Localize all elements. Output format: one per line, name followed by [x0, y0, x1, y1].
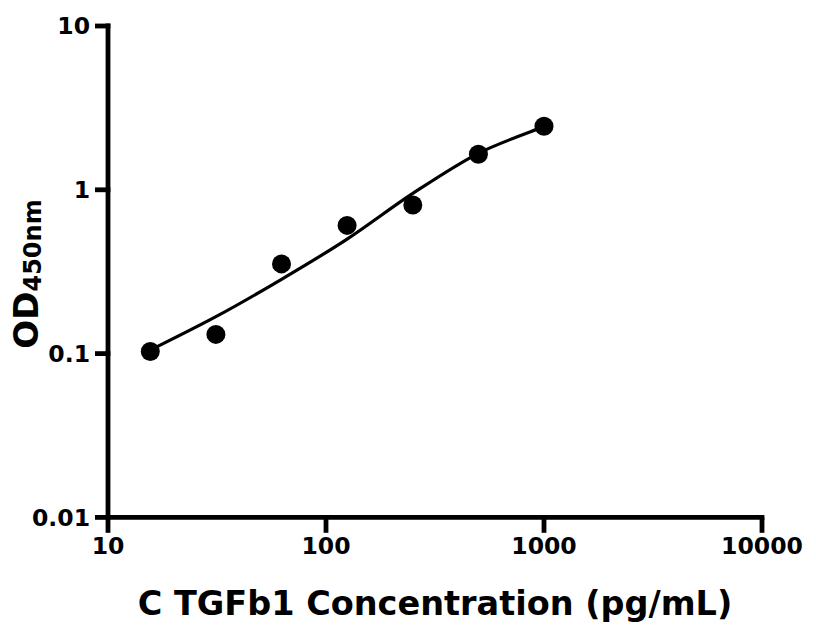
y-axis-title-main: OD — [6, 292, 46, 349]
x-tick-label: 1000 — [511, 532, 576, 560]
data-point — [141, 342, 160, 361]
x-axis-title: C TGFb1 Concentration (pg/mL) — [138, 584, 733, 623]
data-point — [338, 216, 357, 235]
y-tick-label: 10 — [57, 12, 90, 40]
axes — [106, 24, 765, 518]
x-tick-label: 10 — [92, 532, 125, 560]
x-tick-label: 100 — [301, 532, 350, 560]
data-point — [206, 325, 225, 344]
y-tick-label: 0.1 — [48, 340, 90, 368]
tick-labels: 1010.10.0110100100010000 — [32, 12, 803, 560]
data-point — [272, 254, 291, 273]
plot-area — [141, 117, 554, 361]
y-tick-label: 0.01 — [32, 504, 90, 532]
ticks — [95, 26, 762, 533]
chart-canvas: 1010.10.0110100100010000 C TGFb1 Concent… — [0, 0, 816, 640]
x-tick-label: 10000 — [721, 532, 803, 560]
y-axis-title: OD450nm — [6, 199, 47, 348]
data-point — [535, 117, 554, 136]
y-tick-label: 1 — [74, 176, 90, 204]
elisa-standard-curve-figure: 1010.10.0110100100010000 C TGFb1 Concent… — [0, 0, 816, 640]
data-point — [403, 196, 422, 215]
data-point — [469, 145, 488, 164]
y-axis-title-subscript: 450nm — [19, 199, 47, 291]
